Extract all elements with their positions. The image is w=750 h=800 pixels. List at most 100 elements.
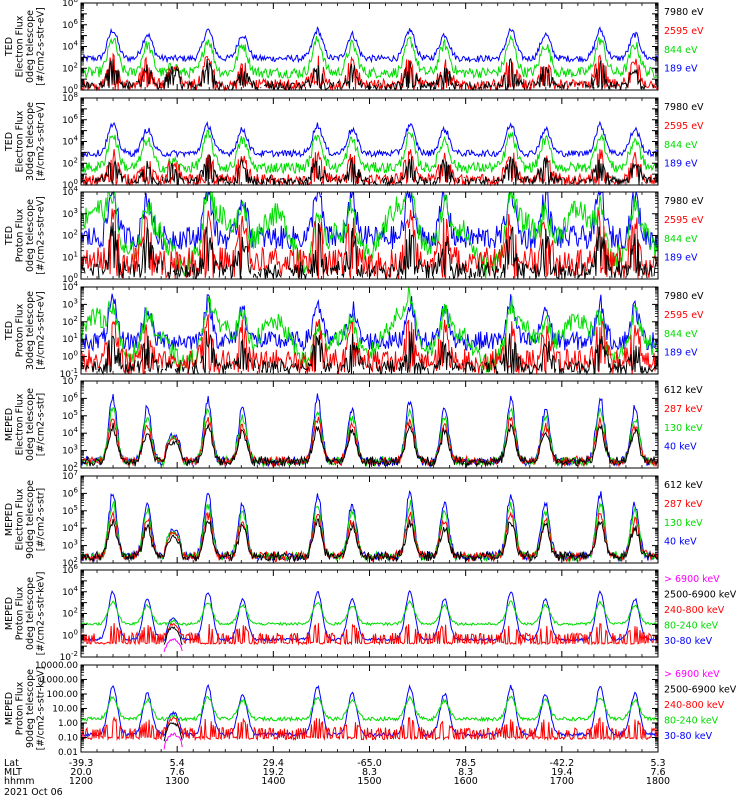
y-tick-label: 102 [62, 229, 78, 242]
y-tick-label: 102 [62, 315, 78, 328]
legend-entry: 189 eV [664, 159, 698, 170]
y-axis-label-line: Electron Flux [15, 15, 26, 77]
y-tick-label: 106 [62, 391, 78, 404]
x-axis-footer: Lat -39.3 5.4 29.4 -65.0 78.5 -42.2 5.3 MLT 20.0 7… [4, 758, 670, 798]
y-axis-label-line: TED [4, 37, 15, 57]
y-axis-label: MEPEDProton Flux90deg telescope[#/cm2-s-… [4, 667, 47, 751]
legend-entry: 7980 eV [664, 196, 704, 207]
y-tick-label: 100 [62, 628, 78, 641]
y-tick-label: 100.00 [47, 690, 79, 700]
series-line-ted-e-30-2 [80, 129, 659, 175]
series-line-meped-p-90-0 [163, 732, 183, 750]
y-axis-label: TEDProton Flux30deg telescope[#/cm2-s-st… [4, 291, 47, 370]
y-tick-label: 102 [62, 556, 78, 569]
panel-meped-p-90: 0.010.101.0010.00100.001000.0010000.00ME… [4, 661, 737, 758]
y-axis-label-line: [#/cm2-s-str-keV] [36, 667, 47, 751]
y-tick-label: 100 [62, 350, 78, 363]
y-tick-label: 104 [62, 585, 78, 598]
y-tick-label: 106 [62, 18, 78, 31]
y-tick-label: 10000.00 [35, 661, 78, 671]
series-line-meped-p-90-2 [80, 716, 659, 742]
x-tick-label: 1500 [357, 776, 381, 787]
legend-entry: > 6900 keV [664, 669, 720, 680]
legend-entry: 80-240 keV [664, 716, 719, 727]
x-axis-row-name: MLT [4, 767, 22, 778]
legend-entry: 7980 eV [664, 7, 704, 18]
y-tick-label: 101 [62, 332, 78, 345]
legend-entry: 130 keV [664, 423, 703, 434]
y-tick-label: 102 [62, 156, 78, 169]
panel-ted-p-0: 100 101 102 103 104 TEDProton Flux0deg telesc… [4, 185, 704, 285]
series-line-ted-e-30-0 [80, 153, 659, 187]
legend-entry: 80-240 keV [664, 621, 719, 632]
y-tick-label: 104 [62, 40, 78, 53]
y-tick-label: 106 [62, 113, 78, 126]
series-line-ted-e-0-0 [81, 57, 659, 92]
y-axis-label-line: 0deg telescope [25, 577, 36, 650]
legend-entry: 844 eV [664, 45, 698, 56]
y-axis-label: MEPEDElectron Flux0deg telescope[#/cm2-s… [4, 388, 47, 461]
y-tick-label: 104 [62, 521, 78, 534]
y-tick-label: 101 [62, 250, 78, 263]
series-line-meped-p-0-1 [163, 626, 183, 646]
y-tick-label: 0.10 [58, 734, 78, 744]
panel-ted-p-30: 10-1 100 101 102 103 104 TEDProton Flux30deg t… [4, 280, 704, 380]
series-line-ted-p-30-2 [80, 286, 659, 373]
series-line-ted-e-0-1 [80, 52, 659, 92]
series-line-ted-p-0-0 [80, 222, 658, 281]
y-tick-label: 106 [62, 486, 78, 499]
x-tick-label: 5.4 [170, 758, 185, 769]
x-tick-label: 8.3 [458, 767, 473, 778]
series-line-meped-e-0-0 [80, 422, 659, 469]
x-tick-label: 7.6 [650, 767, 665, 778]
series-line-meped-p-90-1 [163, 722, 183, 742]
x-tick-label: 19.2 [263, 767, 284, 778]
series-line-meped-p-0-2 [80, 622, 659, 646]
y-axis-label: TEDElectron Flux0deg telescope[#/cm2-s-s… [4, 7, 47, 86]
y-axis-label-line: Proton Flux [15, 586, 26, 640]
y-tick-label: 105 [62, 504, 78, 517]
series-line-meped-p-0-3 [80, 599, 658, 627]
y-tick-label: 105 [62, 409, 78, 422]
y-tick-label: 104 [62, 426, 78, 439]
y-axis-label-line: Proton Flux [15, 681, 26, 735]
legend-entry: 7980 eV [664, 291, 704, 302]
x-tick-label: 19.4 [551, 767, 572, 778]
y-axis-label: MEPEDProton Flux0deg telescope[#/cm2-s-s… [4, 572, 47, 656]
panel-meped-p-0: 10-2 100 102 104 106 MEPEDProton Flux0deg tel… [4, 563, 737, 663]
y-tick-label: 10-2 [60, 650, 78, 663]
legend-entry: 189 eV [664, 253, 698, 264]
legend-entry: 30-80 keV [664, 731, 713, 742]
y-tick-label: 107 [62, 374, 78, 387]
y-axis-label-line: [#/cm2-s-str-eV] [36, 291, 47, 370]
legend-entry: 240-800 keV [664, 605, 725, 616]
y-tick-label: 0.01 [58, 748, 78, 758]
y-axis-label-line: [#/cm2-s-str] [36, 393, 47, 456]
y-axis-label-line: 0deg telescope [25, 199, 36, 272]
y-tick-label: 104 [62, 280, 78, 293]
series-line-meped-e-90-2 [80, 499, 659, 563]
y-axis-label-line: 90deg telescope [25, 669, 36, 748]
x-tick-label: 29.4 [263, 758, 284, 769]
y-axis-label-line: Electron Flux [15, 488, 26, 550]
x-tick-label: 7.6 [170, 767, 185, 778]
legend-entry: 7980 eV [664, 102, 704, 113]
legend-entry: 844 eV [664, 329, 698, 340]
legend-entry: 189 eV [664, 348, 698, 359]
y-tick-label: 103 [62, 207, 78, 220]
y-axis-label-line: [#/cm2-s-str-eV] [36, 7, 47, 86]
x-tick-label: -39.3 [69, 758, 94, 769]
y-axis-label-line: 30deg telescope [25, 102, 36, 181]
y-tick-label: 104 [62, 185, 78, 198]
y-tick-label: 104 [62, 135, 78, 148]
x-tick-label: 78.5 [455, 758, 476, 769]
legend-entry: 189 eV [664, 64, 698, 75]
y-tick-label: 102 [62, 607, 78, 620]
y-tick-label: 10-1 [60, 367, 78, 380]
series-line-ted-p-0-3 [80, 190, 659, 251]
y-tick-label: 1.00 [58, 719, 78, 729]
series-line-ted-e-30-3 [80, 120, 659, 159]
panel-meped-e-0: 102 103 104 105 106 107 MEPEDElectron Flux0deg… [4, 374, 703, 474]
y-axis-label-line: TED [4, 132, 15, 152]
y-axis-label-line: [#/cm2-s-str-keV] [36, 572, 47, 656]
